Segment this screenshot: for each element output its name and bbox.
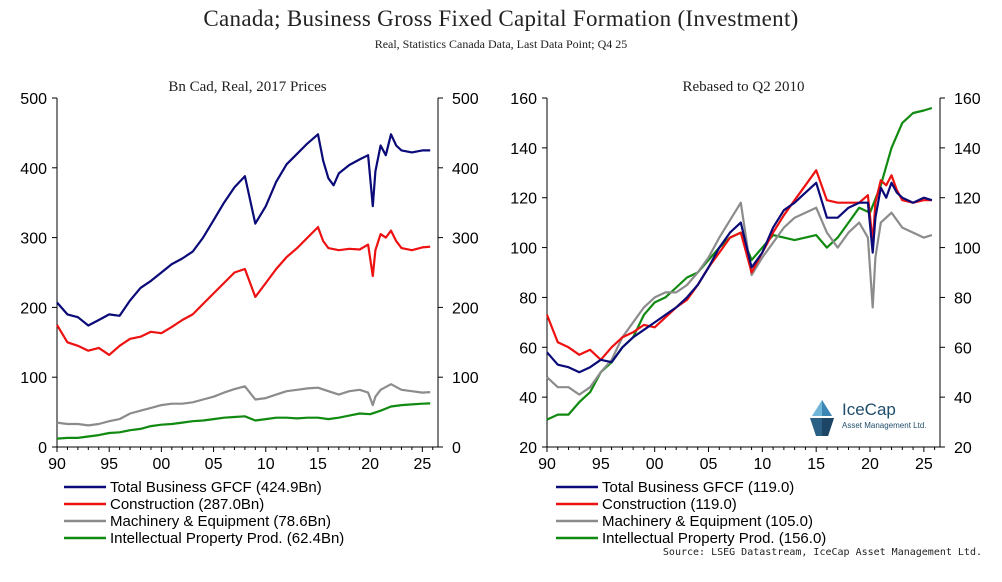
y-tick-label-right: 80: [954, 290, 972, 307]
x-tick-label: 15: [309, 456, 327, 473]
series-line-construction: [56, 226, 431, 356]
y-tick-label: 100: [20, 370, 47, 387]
series-line-total: [56, 133, 431, 327]
x-tick-label: 95: [100, 456, 118, 473]
y-tick-label-right: 140: [954, 141, 981, 158]
y-tick-label: 40: [519, 390, 537, 407]
x-tick-label: 05: [700, 456, 718, 473]
y-tick-label: 20: [519, 440, 537, 457]
x-tick-label: 25: [915, 456, 933, 473]
logo-tagline: Asset Management Ltd.: [842, 421, 927, 430]
iceberg-icon: [810, 400, 834, 436]
legend-label-construction: Construction (119.0): [602, 496, 737, 513]
x-tick-label: 10: [753, 456, 771, 473]
legend-label-ip: Intellectual Property Prod. (156.0): [602, 530, 826, 547]
x-tick-label: 20: [361, 456, 379, 473]
x-tick-label: 95: [592, 456, 610, 473]
legend-label-ip: Intellectual Property Prod. (62.4Bn): [110, 530, 344, 547]
y-tick-label: 400: [20, 161, 47, 178]
series-line-machinery: [56, 383, 431, 427]
y-tick-label-right: 0: [452, 440, 461, 457]
chart-title: Canada; Business Gross Fixed Capital For…: [203, 6, 799, 31]
x-tick-label: 00: [152, 456, 170, 473]
y-tick-label: 160: [510, 91, 537, 108]
chart-subtitle: Real, Statistics Canada Data, Last Data …: [374, 37, 628, 51]
x-tick-label: 00: [646, 456, 664, 473]
x-tick-label: 05: [205, 456, 223, 473]
panel-title: Rebased to Q2 2010: [682, 79, 804, 95]
x-tick-label: 20: [861, 456, 879, 473]
y-tick-label: 200: [20, 300, 47, 317]
y-tick-label-right: 100: [452, 370, 479, 387]
legend-label-total: Total Business GFCF (424.9Bn): [110, 479, 322, 496]
x-tick-label: 15: [807, 456, 825, 473]
chart-panel-1: Bn Cad, Real, 2017 Prices010020030040050…: [20, 79, 479, 547]
y-tick-label: 140: [510, 141, 537, 158]
y-tick-label: 0: [38, 440, 47, 457]
y-tick-label-right: 20: [954, 440, 972, 457]
y-tick-label-right: 60: [954, 340, 972, 357]
y-tick-label: 80: [519, 290, 537, 307]
x-tick-label: 10: [257, 456, 275, 473]
legend-label-total: Total Business GFCF (119.0): [602, 479, 794, 496]
legend-label-machinery: Machinery & Equipment (78.6Bn): [110, 513, 331, 530]
logo-name: IceCap: [842, 400, 896, 419]
y-tick-label-right: 200: [452, 300, 479, 317]
y-tick-label: 60: [519, 340, 537, 357]
y-tick-label-right: 100: [954, 241, 981, 258]
y-tick-label-right: 500: [452, 91, 479, 108]
panel-title: Bn Cad, Real, 2017 Prices: [168, 79, 326, 95]
legend-label-machinery: Machinery & Equipment (105.0): [602, 513, 813, 530]
series-line-machinery: [546, 201, 933, 396]
y-tick-label-right: 300: [452, 231, 479, 248]
series-line-total: [546, 181, 933, 374]
y-tick-label: 100: [510, 241, 537, 258]
y-tick-label: 500: [20, 91, 47, 108]
x-tick-label: 25: [413, 456, 431, 473]
y-tick-label: 300: [20, 231, 47, 248]
source-note: Source: LSEG Datastream, IceCap Asset Ma…: [662, 547, 982, 558]
x-tick-label: 90: [48, 456, 66, 473]
chart-panel-2: Rebased to Q2 2010 20 40 60 80 100 120 140 160 20…: [510, 79, 981, 547]
series-line-ip: [56, 402, 431, 440]
x-tick-label: 90: [538, 456, 556, 473]
legend-label-construction: Construction (287.0Bn): [110, 496, 264, 513]
y-tick-label-right: 160: [954, 91, 981, 108]
y-tick-label-right: 400: [452, 161, 479, 178]
y-tick-label-right: 40: [954, 390, 972, 407]
y-tick-label: 120: [510, 191, 537, 208]
y-tick-label-right: 120: [954, 191, 981, 208]
icecap-logo: IceCap Asset Management Ltd.: [806, 398, 946, 438]
